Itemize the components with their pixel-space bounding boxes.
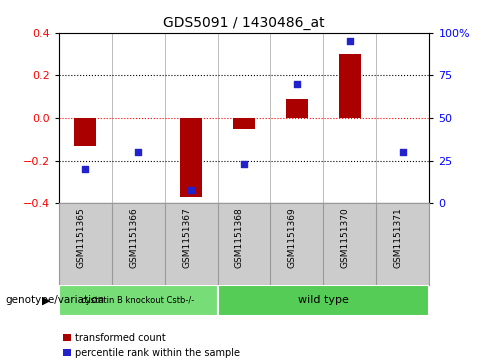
Bar xyxy=(218,285,429,316)
Point xyxy=(293,81,301,87)
Point xyxy=(240,161,248,167)
Point xyxy=(187,187,195,192)
Bar xyxy=(59,285,218,316)
Bar xyxy=(233,118,255,129)
Bar xyxy=(75,118,96,146)
Text: GSM1151371: GSM1151371 xyxy=(394,207,403,268)
Title: GDS5091 / 1430486_at: GDS5091 / 1430486_at xyxy=(163,16,325,30)
Text: GSM1151366: GSM1151366 xyxy=(129,207,138,268)
Text: GSM1151370: GSM1151370 xyxy=(341,207,350,268)
Bar xyxy=(339,54,361,118)
Point xyxy=(346,38,354,44)
Text: GSM1151365: GSM1151365 xyxy=(76,207,85,268)
Text: GSM1151367: GSM1151367 xyxy=(182,207,191,268)
Bar xyxy=(181,118,202,197)
Point xyxy=(399,149,407,155)
Text: ▶: ▶ xyxy=(42,295,51,305)
Text: GSM1151368: GSM1151368 xyxy=(235,207,244,268)
Legend: transformed count, percentile rank within the sample: transformed count, percentile rank withi… xyxy=(63,333,240,358)
Text: genotype/variation: genotype/variation xyxy=(5,295,104,305)
Text: cystatin B knockout Cstb-/-: cystatin B knockout Cstb-/- xyxy=(81,296,195,305)
Point xyxy=(81,166,89,172)
Text: wild type: wild type xyxy=(298,295,349,305)
Bar xyxy=(286,99,307,118)
Text: GSM1151369: GSM1151369 xyxy=(288,207,297,268)
Point xyxy=(134,149,142,155)
